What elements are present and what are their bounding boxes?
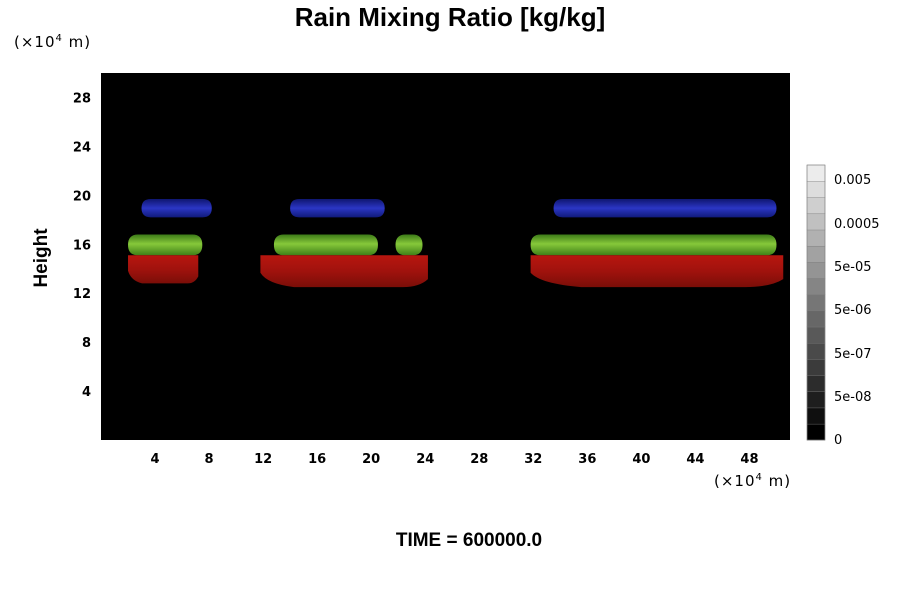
time-label: TIME = 600000.0: [395, 530, 543, 551]
x-tick-label: 32: [524, 452, 542, 467]
colorbar-level: [806, 407, 826, 425]
colorbar-level: [806, 197, 826, 215]
colorbar-level: [806, 310, 826, 328]
rain-region-green: [273, 234, 378, 256]
y-tick-label: 12: [73, 287, 91, 302]
rain-region-green: [128, 234, 203, 256]
colorbar-level: [806, 164, 826, 182]
y-tick-label: 4: [82, 385, 91, 400]
rain-region-red: [260, 255, 428, 288]
x-tick-label: 40: [632, 452, 650, 467]
colorbar-tick-label: 5e-08: [834, 390, 872, 405]
colorbar-tick-label: 0: [834, 433, 842, 448]
colorbar-level: [806, 229, 826, 247]
rain-region-blue: [290, 199, 385, 218]
x-tick-label: 16: [308, 452, 326, 467]
y-tick-label: 24: [73, 140, 91, 155]
rain-region-red: [128, 255, 199, 284]
colorbar-tick-label: 5e-06: [834, 303, 872, 318]
y-tick-label: 16: [73, 238, 91, 253]
y-tick-label: 8: [82, 336, 91, 351]
x-tick-label: 4: [151, 452, 160, 467]
y-axis-unit: (×104 m): [14, 33, 92, 51]
y-tick-label: 28: [73, 91, 91, 106]
x-tick-label: 36: [578, 452, 596, 467]
rain-region-green: [530, 234, 777, 256]
x-tick-label: 12: [254, 452, 272, 467]
x-tick-label: 44: [686, 452, 704, 467]
rain-region-blue: [141, 199, 212, 218]
colorbar-level: [806, 423, 826, 441]
colorbar-level: [806, 261, 826, 279]
rain-region-blue: [553, 199, 777, 218]
colorbar-tick-label: 5e-05: [834, 260, 872, 275]
chart-title: Rain Mixing Ratio [kg/kg]: [294, 2, 606, 32]
y-tick-label: 20: [73, 189, 91, 204]
colorbar-level: [806, 278, 826, 295]
x-tick-label: 28: [470, 452, 488, 467]
colorbar-level: [806, 358, 826, 376]
colorbar-level: [806, 342, 826, 360]
colorbar-level: [806, 294, 826, 312]
colorbar-level: [806, 391, 826, 409]
colorbar-frame: [806, 164, 826, 441]
colorbar-level: [806, 375, 826, 392]
x-tick-label: 48: [740, 452, 758, 467]
colorbar-level: [806, 326, 826, 344]
x-tick-label: 20: [362, 452, 380, 467]
x-tick-label: 8: [205, 452, 214, 467]
colorbar-tick-label: 0.0005: [834, 217, 880, 232]
x-axis-unit: (×104 m): [714, 472, 792, 490]
colorbar-tick-label: 5e-07: [834, 347, 872, 362]
colorbar-level: [806, 213, 826, 231]
x-tick-label: 24: [416, 452, 434, 467]
rain-region-red: [530, 255, 784, 288]
colorbar-tick-label: 0.005: [834, 173, 871, 188]
rain-region-green: [395, 234, 423, 256]
colorbar-level: [806, 245, 826, 263]
colorbar-level: [806, 180, 826, 198]
